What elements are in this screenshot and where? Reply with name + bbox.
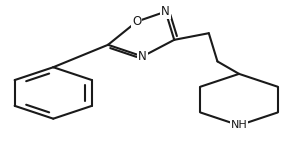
Text: NH: NH <box>231 120 247 130</box>
Text: N: N <box>161 5 170 18</box>
Text: O: O <box>132 15 141 28</box>
Text: N: N <box>138 50 147 63</box>
